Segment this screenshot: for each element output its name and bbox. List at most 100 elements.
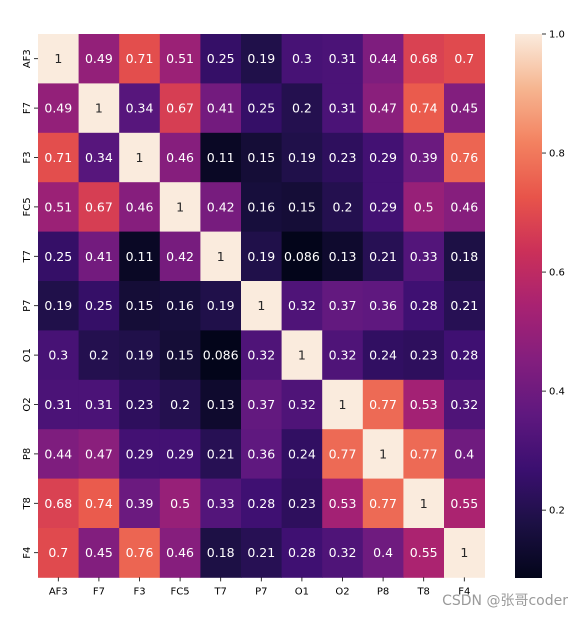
cell-value-label: 0.19 xyxy=(288,150,316,165)
heatmap-cell xyxy=(200,281,242,331)
cell-value-label: 0.44 xyxy=(369,51,397,66)
cell-value-label: 0.15 xyxy=(166,348,194,363)
cell-value-label: 0.29 xyxy=(369,199,397,214)
cell-value-label: 0.33 xyxy=(207,496,235,511)
cell-value-label: 1 xyxy=(460,545,468,560)
heatmap-cell xyxy=(281,379,323,430)
heatmap-cell xyxy=(200,83,242,134)
cell-value-label: 0.13 xyxy=(329,249,357,264)
heatmap-cell xyxy=(119,83,161,134)
x-tick-label: T8 xyxy=(416,586,429,597)
cell-value-label: 0.16 xyxy=(166,298,194,313)
y-tick-label: T8 xyxy=(22,497,33,510)
heatmap-cell xyxy=(322,182,364,232)
heatmap-cell xyxy=(362,330,404,381)
cell-value-label: 0.3 xyxy=(48,348,68,363)
cell-value-label: 1 xyxy=(379,446,387,461)
x-tick-label: P7 xyxy=(255,586,267,597)
cell-value-label: 0.51 xyxy=(166,51,194,66)
colorbar-tick-label: 1.0 xyxy=(549,30,565,41)
x-tick-label: F3 xyxy=(133,586,145,597)
cell-value-label: 0.23 xyxy=(410,348,438,363)
cell-value-label: 0.32 xyxy=(329,348,357,363)
heatmap-cell xyxy=(403,429,445,479)
cell-value-label: 0.51 xyxy=(44,199,72,214)
heatmap-cell xyxy=(444,528,485,578)
cell-value-label: 1 xyxy=(95,101,103,116)
heatmap-cell xyxy=(322,528,364,578)
heatmap-cell xyxy=(362,281,404,331)
heatmap-cell xyxy=(444,34,485,84)
cell-value-label: 1 xyxy=(257,298,265,313)
cell-value-label: 0.15 xyxy=(288,199,316,214)
heatmap-cell xyxy=(119,34,161,84)
heatmap-cell xyxy=(362,231,404,282)
heatmap-cell xyxy=(444,281,485,331)
heatmap-cell xyxy=(403,528,445,578)
heatmap-cell xyxy=(159,528,201,578)
cell-value-label: 1 xyxy=(54,51,62,66)
heatmap-cell xyxy=(38,132,79,183)
heatmap-cell xyxy=(119,231,161,282)
cell-value-label: 0.71 xyxy=(44,150,72,165)
cell-value-label: 0.53 xyxy=(329,496,357,511)
cell-value-label: 0.21 xyxy=(450,298,478,313)
cell-value-label: 0.39 xyxy=(410,150,438,165)
heatmap-cell xyxy=(362,182,404,232)
heatmap-cell xyxy=(444,330,485,381)
csdn-watermark: CSDN @张哥coder xyxy=(442,593,568,609)
heatmap-cell xyxy=(200,379,242,430)
heatmap-cell xyxy=(38,231,79,282)
cell-value-label: 0.7 xyxy=(48,545,68,560)
heatmap-cell xyxy=(78,429,120,479)
heatmap-cell xyxy=(241,330,282,381)
cell-value-label: 0.74 xyxy=(85,496,113,511)
heatmap-cell xyxy=(78,132,120,183)
y-tick-label: P7 xyxy=(22,299,33,311)
heatmap-cell xyxy=(200,528,242,578)
heatmap-cell xyxy=(38,182,79,232)
heatmap-cell xyxy=(200,182,242,232)
cell-value-label: 0.4 xyxy=(373,545,393,560)
heatmap-cell xyxy=(119,429,161,479)
cell-value-label: 0.37 xyxy=(329,298,357,313)
cell-value-label: 0.46 xyxy=(166,150,194,165)
cell-value-label: 0.19 xyxy=(247,249,275,264)
heatmap-cell xyxy=(444,429,485,479)
heatmap-cell xyxy=(322,330,364,381)
x-tick-label: O2 xyxy=(335,586,349,597)
heatmap-cell xyxy=(444,231,485,282)
cell-value-label: 0.77 xyxy=(329,446,357,461)
cell-value-label: 0.4 xyxy=(454,446,474,461)
cell-value-label: 0.46 xyxy=(166,545,194,560)
heatmap-cell xyxy=(78,478,120,529)
cell-value-label: 0.44 xyxy=(44,446,72,461)
cell-value-label: 0.55 xyxy=(450,496,478,511)
x-tick-label: FC5 xyxy=(171,586,190,597)
heatmap-cell xyxy=(281,478,323,529)
cell-value-label: 0.34 xyxy=(85,150,113,165)
heatmap-cell xyxy=(78,34,120,84)
cell-value-label: 0.2 xyxy=(170,397,190,412)
cell-value-label: 0.21 xyxy=(247,545,275,560)
cell-value-label: 0.25 xyxy=(85,298,113,313)
cell-value-label: 1 xyxy=(420,496,428,511)
x-tick-label: P8 xyxy=(377,586,389,597)
heatmap-cell xyxy=(403,182,445,232)
heatmap-cell xyxy=(200,478,242,529)
heatmap-cell xyxy=(38,478,79,529)
cell-value-label: 0.32 xyxy=(450,397,478,412)
heatmap-cell xyxy=(241,132,282,183)
heatmap-cell xyxy=(119,182,161,232)
heatmap-cell xyxy=(159,281,201,331)
heatmap-cell xyxy=(362,528,404,578)
cell-value-label: 0.21 xyxy=(369,249,397,264)
cell-value-label: 1 xyxy=(176,199,184,214)
heatmap-cell xyxy=(281,132,323,183)
cell-value-label: 0.28 xyxy=(288,545,316,560)
cell-value-label: 0.77 xyxy=(369,496,397,511)
y-tick-label: P8 xyxy=(22,448,33,460)
cell-value-label: 0.19 xyxy=(44,298,72,313)
cell-value-label: 0.15 xyxy=(247,150,275,165)
cell-value-label: 0.16 xyxy=(247,199,275,214)
